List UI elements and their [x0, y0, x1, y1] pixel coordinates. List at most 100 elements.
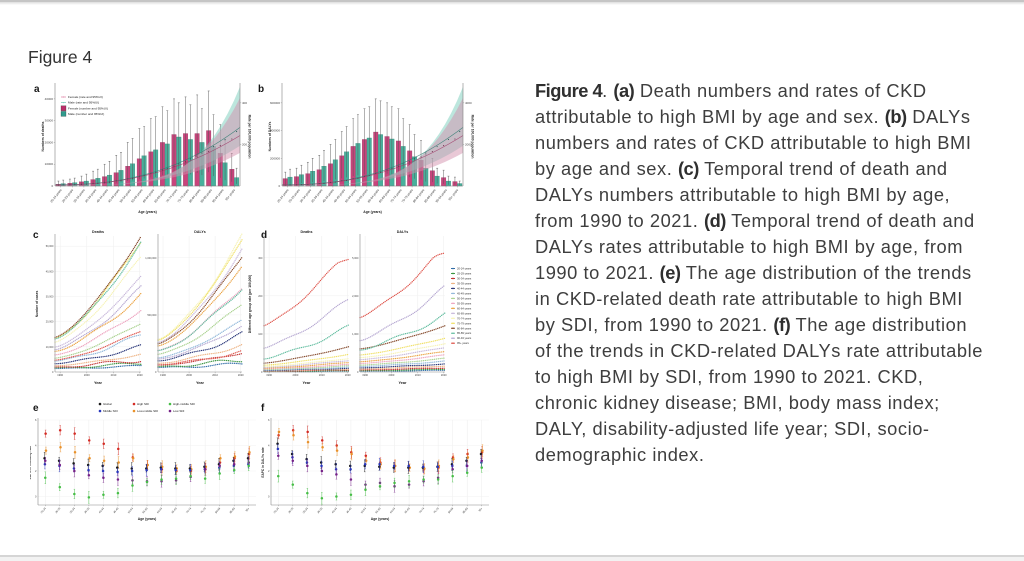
svg-text:65-69 years: 65-69 years	[457, 311, 472, 315]
svg-text:20000: 20000	[45, 140, 54, 144]
svg-text:35-39: 35-39	[316, 506, 324, 514]
svg-text:High-middle SDI: High-middle SDI	[173, 402, 195, 406]
svg-text:85-89: 85-89	[228, 506, 236, 514]
svg-text:Numbers of DALYs: Numbers of DALYs	[268, 121, 272, 151]
svg-text:6: 6	[268, 418, 270, 422]
svg-text:2020: 2020	[137, 373, 143, 377]
svg-text:Numbers of deaths: Numbers of deaths	[41, 121, 45, 151]
svg-text:e: e	[33, 403, 39, 414]
svg-text:2010: 2010	[319, 373, 325, 377]
svg-text:65-69: 65-69	[403, 506, 411, 514]
svg-text:50-54: 50-54	[360, 506, 368, 514]
svg-text:95+ years: 95+ years	[457, 341, 470, 345]
svg-text:45-49 years: 45-49 years	[457, 291, 472, 295]
svg-text:Age (years): Age (years)	[363, 210, 381, 214]
svg-text:1990: 1990	[57, 373, 63, 377]
svg-text:2000: 2000	[389, 373, 395, 377]
svg-text:Male (number and 95%UI): Male (number and 95%UI)	[68, 112, 104, 116]
svg-text:5,000: 5,000	[352, 257, 359, 260]
svg-text:55-59: 55-59	[141, 506, 149, 514]
svg-text:30000: 30000	[45, 119, 54, 123]
svg-text:EAPC in mortality rate: EAPC in mortality rate	[30, 445, 32, 479]
svg-text:30-34: 30-34	[69, 506, 77, 514]
svg-text:0: 0	[357, 371, 359, 374]
svg-text:0: 0	[35, 494, 37, 498]
svg-text:1990: 1990	[266, 373, 272, 377]
svg-text:Global: Global	[103, 402, 112, 406]
svg-text:2000: 2000	[84, 373, 90, 377]
svg-text:Year: Year	[196, 381, 205, 385]
svg-text:Age (years): Age (years)	[138, 517, 156, 521]
svg-text:2010: 2010	[212, 373, 218, 377]
svg-text:Different age group rate (per: Different age group rate (per 100,000)	[248, 275, 252, 333]
svg-text:Rate per 100,000 population: Rate per 100,000 population	[248, 115, 252, 159]
svg-text:75-79 years: 75-79 years	[457, 321, 472, 325]
svg-text:Female (number and 95%UI): Female (number and 95%UI)	[68, 106, 108, 110]
svg-text:45-49: 45-49	[112, 506, 120, 514]
svg-text:80-84 years: 80-84 years	[457, 326, 472, 330]
svg-text:20-24: 20-24	[40, 506, 48, 514]
svg-text:2000: 2000	[293, 373, 299, 377]
svg-text:2: 2	[35, 469, 37, 473]
svg-text:70-74: 70-74	[418, 506, 426, 514]
svg-text:40,000: 40,000	[46, 270, 54, 273]
svg-text:2: 2	[268, 469, 270, 473]
svg-text:300: 300	[258, 257, 263, 260]
svg-text:2010: 2010	[415, 373, 421, 377]
svg-text:a: a	[34, 84, 40, 95]
svg-text:100: 100	[258, 333, 263, 336]
svg-text:0: 0	[52, 371, 54, 374]
svg-text:40000: 40000	[45, 97, 54, 101]
svg-text:c: c	[33, 230, 39, 241]
svg-text:Deaths: Deaths	[92, 230, 104, 234]
svg-text:Age (years): Age (years)	[138, 210, 156, 214]
svg-text:85-89: 85-89	[461, 506, 469, 514]
svg-text:600000: 600000	[270, 101, 280, 105]
svg-text:Female (rate and 95%UI): Female (rate and 95%UI)	[68, 95, 103, 99]
svg-text:0: 0	[155, 371, 157, 374]
svg-text:0: 0	[279, 184, 281, 188]
svg-text:Low-middle SDI: Low-middle SDI	[137, 409, 158, 413]
svg-text:50-54: 50-54	[127, 506, 135, 514]
svg-text:High SDI: High SDI	[137, 402, 149, 406]
svg-text:Deaths: Deaths	[301, 230, 313, 234]
svg-text:200000: 200000	[270, 156, 280, 160]
svg-text:45-49: 45-49	[345, 506, 353, 514]
svg-text:Rate per 100,000 population: Rate per 100,000 population	[471, 115, 475, 159]
svg-text:f: f	[261, 403, 265, 414]
svg-text:65-69: 65-69	[170, 506, 178, 514]
svg-text:70-74 years: 70-74 years	[457, 316, 472, 320]
svg-text:2000: 2000	[186, 373, 192, 377]
svg-text:4: 4	[35, 443, 37, 447]
svg-text:25-29: 25-29	[54, 506, 62, 514]
svg-text:b: b	[258, 84, 264, 95]
svg-text:95+ years: 95+ years	[224, 188, 236, 202]
svg-text:40-44 years: 40-44 years	[457, 286, 472, 290]
svg-text:70-74: 70-74	[185, 506, 193, 514]
svg-text:DALYs: DALYs	[194, 230, 205, 234]
svg-text:400: 400	[242, 101, 247, 105]
svg-text:2020: 2020	[238, 373, 244, 377]
svg-text:2010: 2010	[111, 373, 117, 377]
svg-text:1,000,000: 1,000,000	[145, 257, 157, 260]
svg-text:Year: Year	[398, 381, 407, 385]
svg-text:2020: 2020	[441, 373, 447, 377]
svg-text:90-94 years: 90-94 years	[435, 188, 448, 204]
svg-text:25-29 years: 25-29 years	[457, 271, 472, 275]
svg-text:Middle SDI: Middle SDI	[103, 409, 118, 413]
svg-text:35-39: 35-39	[83, 506, 91, 514]
svg-text:30-34: 30-34	[302, 506, 310, 514]
svg-text:20-24: 20-24	[273, 506, 281, 514]
svg-text:200: 200	[258, 295, 263, 298]
svg-text:2000: 2000	[465, 142, 472, 146]
svg-text:55-59 years: 55-59 years	[457, 301, 472, 305]
svg-text:4000: 4000	[465, 101, 472, 105]
svg-text:10000: 10000	[45, 162, 54, 166]
svg-text:40-44: 40-44	[331, 506, 339, 514]
svg-text:6: 6	[35, 418, 37, 422]
svg-text:40-44: 40-44	[98, 506, 106, 514]
svg-text:400000: 400000	[270, 129, 280, 133]
svg-text:90-94 years: 90-94 years	[211, 188, 224, 204]
svg-text:4: 4	[268, 443, 270, 447]
svg-text:Number of cases: Number of cases	[35, 291, 39, 318]
